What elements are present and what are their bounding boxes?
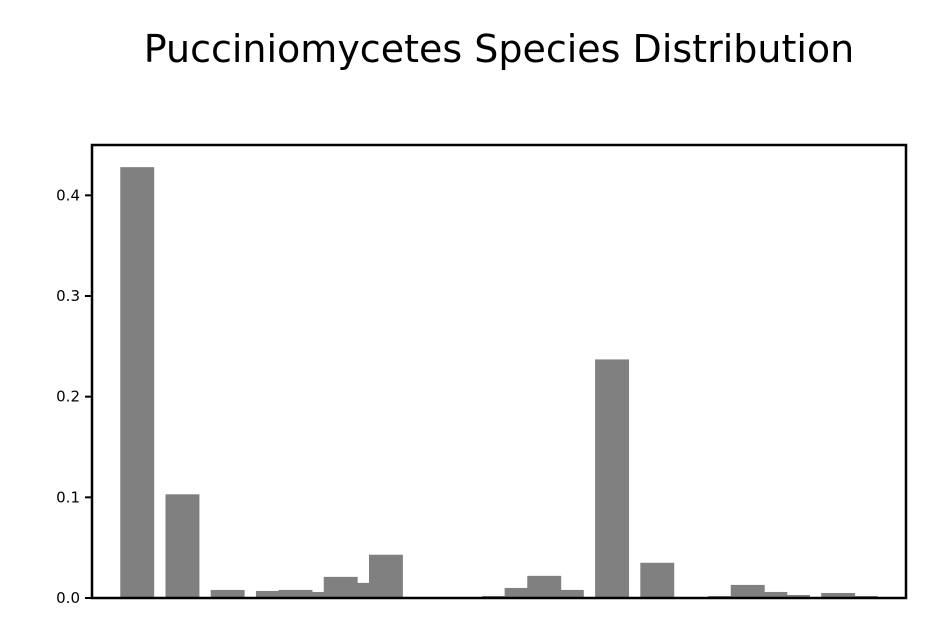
chart-title: Pucciniomycetes Species Distribution	[144, 27, 855, 71]
bar-3	[255, 590, 290, 598]
bar-1	[165, 494, 200, 598]
y-tick-label-1: 0.1	[56, 488, 80, 506]
bar-12	[549, 589, 584, 598]
bar-14	[640, 562, 675, 598]
y-tick-label-0: 0.0	[56, 589, 80, 607]
plot-frame	[90, 143, 908, 600]
y-tick-label-2: 0.2	[56, 388, 80, 406]
bar-18	[775, 594, 810, 598]
y-tick-label-3: 0.3	[56, 287, 80, 305]
bar-8	[368, 554, 403, 598]
bar-2	[210, 589, 245, 598]
bar-5	[301, 591, 336, 598]
y-tick-label-4: 0.4	[56, 186, 80, 204]
bars-group	[120, 167, 878, 598]
bar-20	[821, 592, 856, 598]
bar-4	[278, 589, 313, 598]
bar-10	[504, 587, 539, 598]
bar-17	[753, 591, 788, 598]
y-axis: 0.0 0.1 0.2 0.3 0.4	[56, 186, 92, 607]
bar-13	[595, 359, 630, 598]
bar-0	[120, 167, 155, 598]
